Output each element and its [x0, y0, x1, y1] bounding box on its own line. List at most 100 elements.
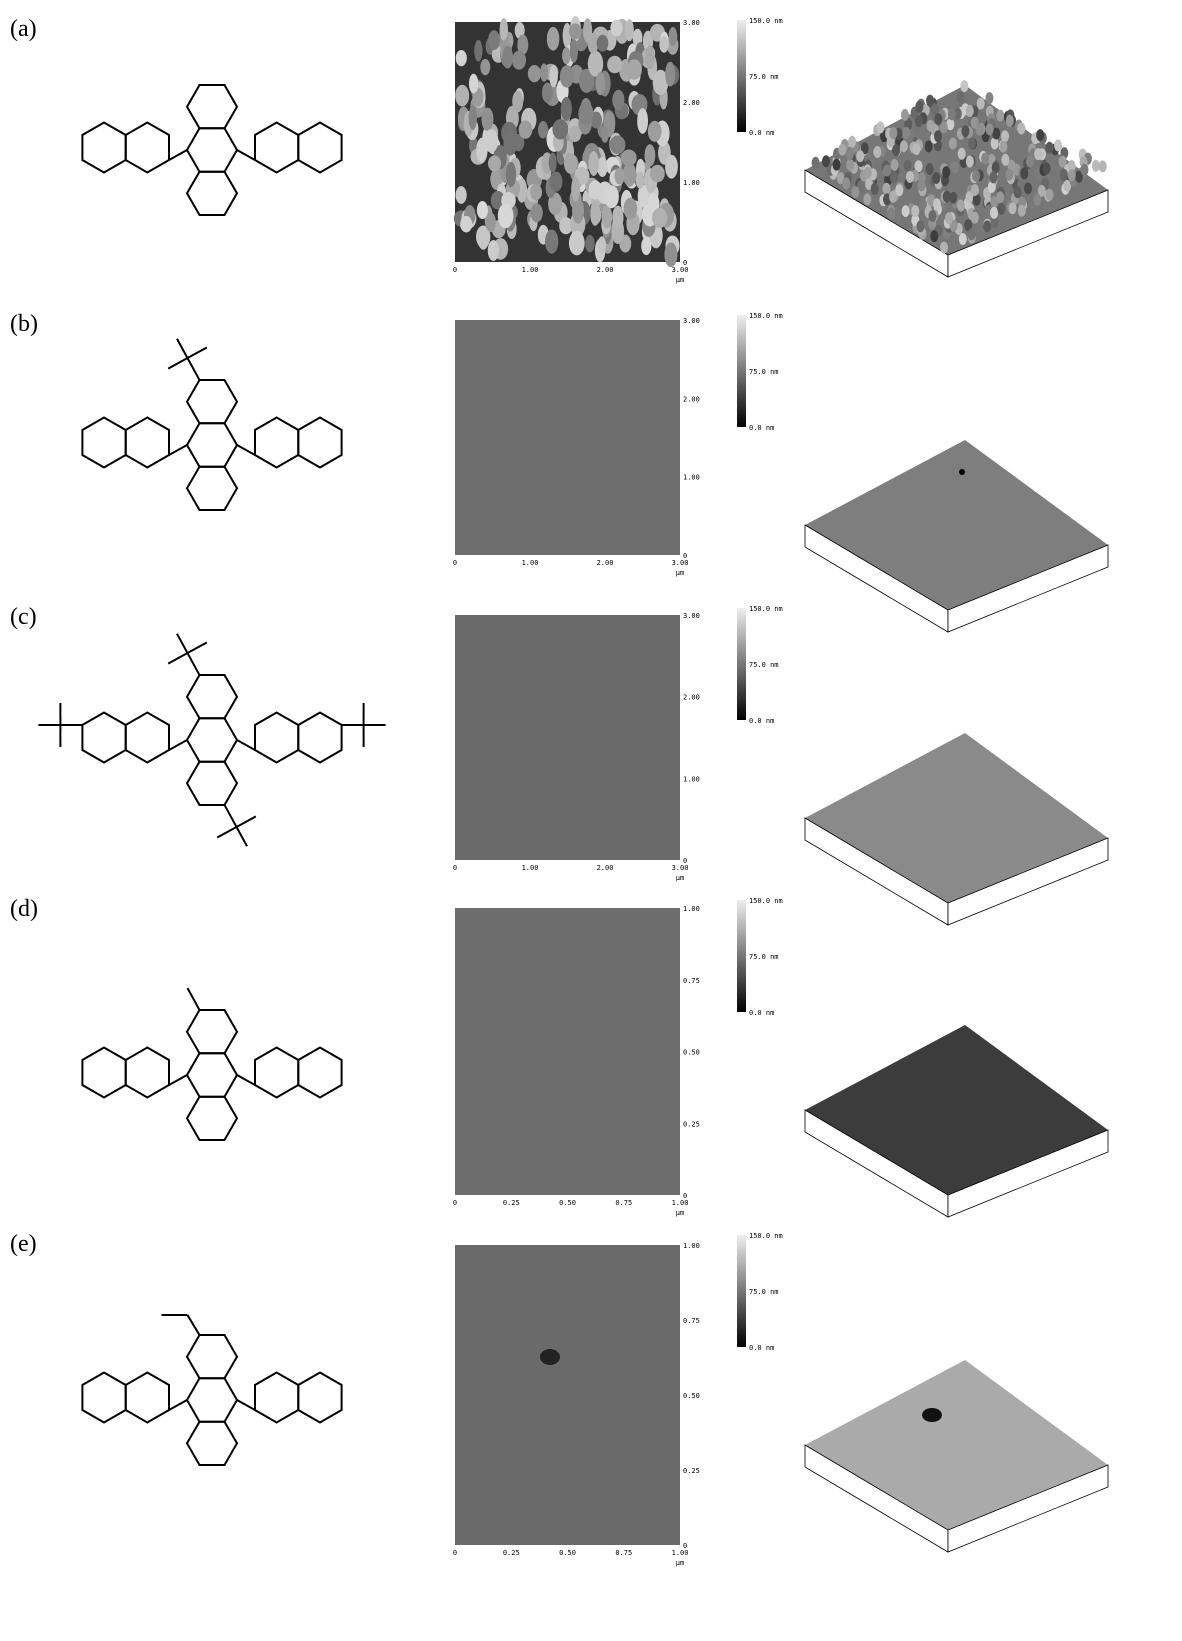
grain	[614, 168, 624, 185]
ring	[298, 123, 341, 173]
grain	[602, 206, 613, 229]
grain-3d	[1026, 156, 1034, 168]
grain	[621, 149, 637, 166]
grain-3d	[945, 212, 953, 224]
defect-3d	[922, 1408, 942, 1422]
grain-3d	[842, 177, 850, 189]
ring	[187, 128, 237, 171]
grain	[549, 65, 558, 87]
x-tick-label: 0	[453, 559, 457, 567]
bond	[237, 740, 255, 750]
x-tick-label: 3.00	[672, 559, 689, 567]
grain	[604, 185, 619, 208]
grain	[560, 65, 574, 87]
bond	[237, 150, 255, 160]
grain-3d	[904, 160, 912, 172]
grain-3d	[902, 127, 910, 139]
ring	[298, 418, 341, 468]
ring	[187, 1053, 237, 1096]
grain-3d	[968, 228, 976, 240]
x-tick-label: 0.25	[503, 1199, 520, 1207]
grain-3d	[971, 212, 979, 224]
defect	[540, 1349, 560, 1365]
y-tick-label: 1.00	[683, 1242, 700, 1250]
grain-3d	[942, 166, 950, 178]
grain-3d	[856, 150, 864, 162]
y-tick-label: 0	[683, 1542, 687, 1550]
grain	[641, 237, 651, 255]
bond	[188, 642, 207, 653]
grain-3d	[873, 146, 881, 158]
scale-label: 150.0 nm	[749, 312, 783, 320]
grain	[469, 74, 478, 94]
grain-3d	[934, 130, 942, 142]
ring	[126, 1373, 169, 1423]
y-tick-label: 1.00	[683, 179, 700, 187]
grain-3d	[1020, 167, 1028, 179]
scale-label: 0.0 nm	[749, 1344, 774, 1352]
grain-3d	[990, 196, 998, 208]
y-tick-label: 2.00	[683, 99, 700, 107]
scale-label: 150.0 nm	[749, 17, 783, 25]
grain-3d	[976, 124, 984, 136]
x-tick-label: 1.00	[672, 1549, 689, 1557]
ring	[187, 1422, 237, 1465]
grain	[607, 56, 622, 74]
grain-3d	[957, 200, 965, 212]
scale-label: 0.0 nm	[749, 129, 774, 137]
grain-3d	[846, 148, 854, 160]
bond	[237, 445, 255, 455]
ring	[82, 1048, 125, 1098]
grain	[612, 90, 624, 111]
y-tick-label: 0.25	[683, 1467, 700, 1475]
grain-3d	[972, 170, 980, 182]
grain-3d	[846, 159, 854, 171]
ring	[126, 418, 169, 468]
grain	[561, 97, 572, 121]
grain	[542, 83, 553, 103]
grain	[498, 204, 514, 229]
grain-3d	[916, 220, 924, 232]
grain-3d	[1006, 115, 1014, 127]
bond	[169, 1075, 187, 1085]
x-tick-label: 1.00	[522, 266, 539, 274]
grain-3d	[986, 123, 994, 135]
y-tick-label: 0	[683, 552, 687, 560]
x-tick-label: 0	[453, 1549, 457, 1557]
scale-label: 150.0 nm	[749, 1232, 783, 1240]
ring	[255, 713, 298, 763]
color-bar	[737, 20, 746, 132]
x-tick-label: 3.00	[672, 266, 689, 274]
ring	[187, 467, 237, 510]
afm-image	[455, 320, 680, 555]
molecule	[82, 1315, 341, 1465]
ring	[298, 713, 341, 763]
grain-3d	[933, 198, 941, 210]
scale-label: 75.0 nm	[749, 661, 779, 669]
y-tick-label: 0	[683, 1192, 687, 1200]
grain	[590, 201, 600, 226]
bond	[169, 445, 187, 455]
grain	[624, 198, 638, 220]
grain	[488, 30, 500, 50]
grain-3d	[959, 233, 967, 245]
bond	[188, 1315, 200, 1335]
grain-3d	[927, 120, 935, 132]
grain-3d	[1009, 202, 1017, 214]
x-tick-label: 0.50	[559, 1199, 576, 1207]
ring	[126, 123, 169, 173]
grain-3d	[1018, 205, 1026, 217]
x-tick-label: 0	[453, 864, 457, 872]
grain-3d	[851, 186, 859, 198]
grain-3d	[989, 171, 997, 183]
grain-3d	[1036, 129, 1044, 141]
grain-3d	[871, 183, 879, 195]
grain	[528, 65, 541, 82]
ring	[187, 1010, 237, 1053]
grain-3d	[912, 143, 920, 155]
grain	[659, 36, 668, 52]
ring	[187, 423, 237, 466]
ring	[187, 85, 237, 128]
grain	[589, 151, 599, 176]
grain	[549, 153, 557, 173]
